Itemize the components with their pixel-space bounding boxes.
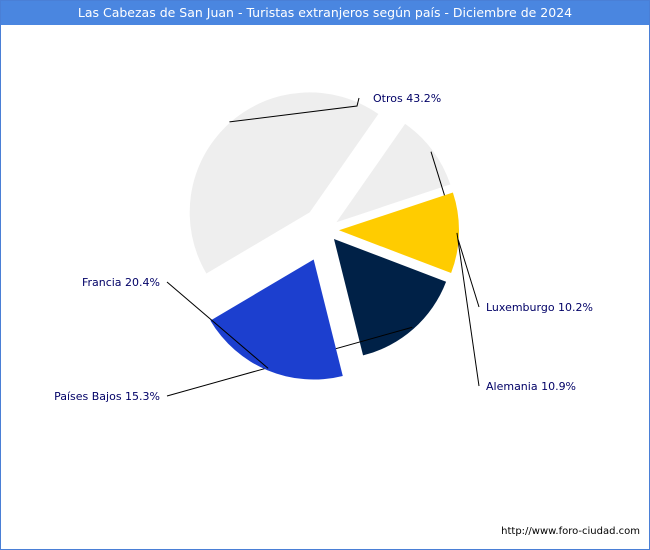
slice-label-otros: Otros 43.2% bbox=[373, 92, 441, 105]
pie-slice-alemania bbox=[338, 192, 459, 274]
leader-line-otros bbox=[229, 97, 360, 123]
slice-label-alemania: Alemania 10.9% bbox=[486, 380, 576, 393]
pie-chart: Otros 43.2% Luxemburgo 10.2% Alemania 10.9… bbox=[54, 92, 593, 403]
slice-label-paises-bajos: Países Bajos 15.3% bbox=[54, 390, 160, 403]
leader-line-alemania bbox=[456, 232, 480, 387]
chart-title: Las Cabezas de San Juan - Turistas extra… bbox=[1, 1, 649, 25]
pie-slice-francia bbox=[210, 259, 343, 380]
leader-line-francia bbox=[166, 281, 269, 369]
slice-label-luxemburgo: Luxemburgo 10.2% bbox=[486, 301, 593, 314]
pie-slice-paises-bajos bbox=[333, 238, 447, 356]
footer-url: http://www.foro-ciudad.com bbox=[501, 526, 640, 537]
pie-slice-luxemburgo bbox=[336, 123, 451, 223]
slice-label-francia: Francia 20.4% bbox=[82, 276, 160, 289]
pie-slice-otros bbox=[189, 92, 379, 274]
